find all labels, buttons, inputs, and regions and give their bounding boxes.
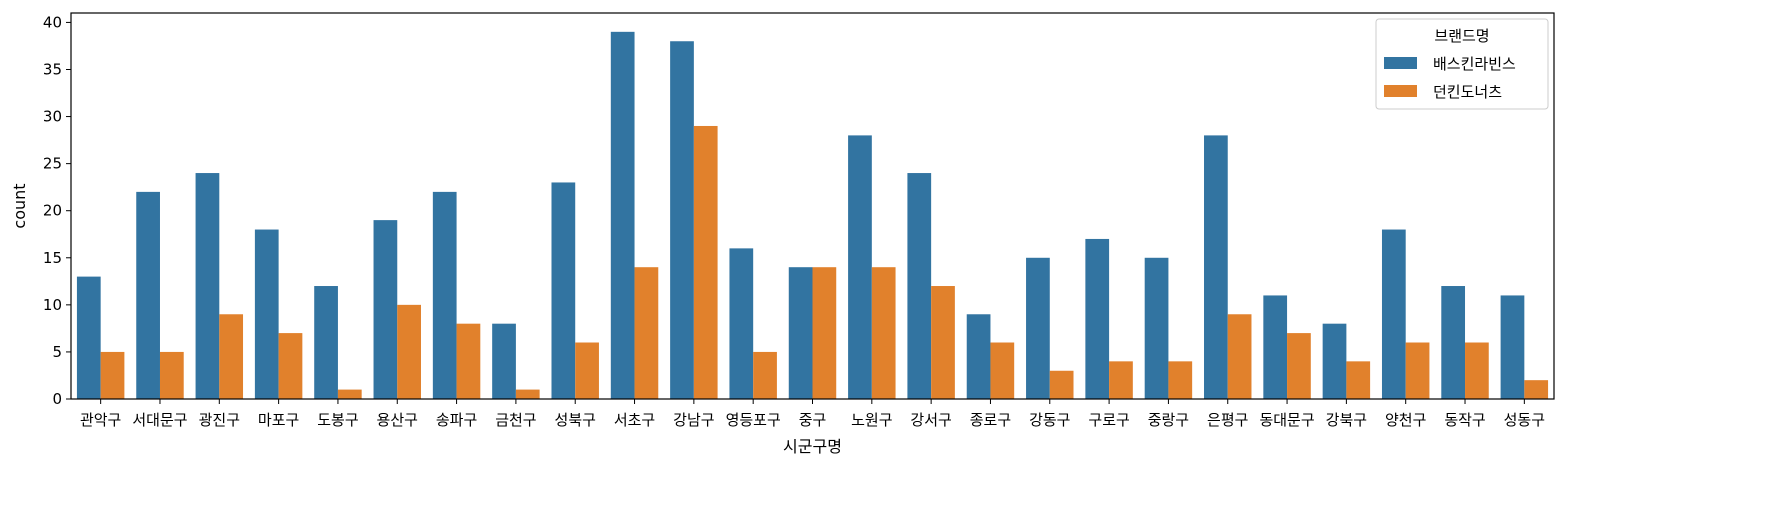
bar-series-2 bbox=[871, 267, 896, 399]
bar-series-2 bbox=[219, 314, 244, 399]
bar-series-2 bbox=[1346, 361, 1371, 399]
x-tick-label: 종로구 bbox=[970, 411, 1011, 429]
x-tick-label: 노원구 bbox=[851, 411, 892, 429]
x-tick-label: 중랑구 bbox=[1148, 411, 1189, 429]
x-axis: 관악구 서대문구 광진구 마포구 도봉구 용산구 송파구 금천구 성북구 서초구 강남구 영등포구 중구… bbox=[80, 399, 1545, 429]
x-tick-label: 서대문구 bbox=[132, 411, 187, 429]
bar-series-2 bbox=[456, 323, 481, 399]
x-tick-label: 용산구 bbox=[377, 411, 418, 429]
bar-series-1 bbox=[966, 314, 991, 399]
bar-series-2 bbox=[397, 304, 421, 399]
legend-swatch bbox=[1384, 57, 1417, 69]
plot-frame bbox=[70, 12, 1555, 400]
x-tick-label: 동작구 bbox=[1444, 411, 1485, 429]
bar-series-2 bbox=[515, 389, 540, 399]
y-tick-label: 20 bbox=[43, 202, 62, 220]
bar-series-2 bbox=[931, 286, 955, 399]
bar-series-1 bbox=[1381, 229, 1406, 399]
bar-series-2 bbox=[1109, 361, 1133, 399]
y-tick-label: 5 bbox=[52, 343, 62, 361]
x-tick-label: 중구 bbox=[799, 411, 827, 429]
bar-series-2 bbox=[990, 342, 1015, 399]
bar-series-2 bbox=[1049, 370, 1074, 399]
bar-series-1 bbox=[136, 191, 160, 399]
x-tick-label: 관악구 bbox=[80, 411, 121, 429]
legend-label: 던킨도너츠 bbox=[1433, 83, 1502, 101]
x-tick-label: 강북구 bbox=[1326, 411, 1367, 429]
y-tick-label: 10 bbox=[43, 296, 62, 314]
bar-series-2 bbox=[753, 351, 777, 399]
x-tick-label: 송파구 bbox=[436, 411, 477, 429]
x-tick-label: 성동구 bbox=[1504, 411, 1545, 429]
y-tick-label: 35 bbox=[43, 60, 62, 78]
bar-series-1 bbox=[788, 267, 813, 399]
y-tick-label: 15 bbox=[43, 249, 62, 267]
bar-series-1 bbox=[670, 41, 694, 400]
x-tick-label: 금천구 bbox=[495, 411, 536, 429]
bar-series-1 bbox=[1263, 295, 1288, 399]
bar-series-2 bbox=[693, 125, 718, 399]
bar-series-1 bbox=[432, 191, 457, 399]
x-tick-label: 구로구 bbox=[1088, 411, 1129, 429]
legend-swatch bbox=[1384, 85, 1417, 97]
x-tick-label: 강동구 bbox=[1029, 411, 1070, 429]
bar-series-2 bbox=[100, 351, 125, 399]
y-tick-label: 30 bbox=[43, 108, 62, 126]
x-tick-label: 영등포구 bbox=[726, 411, 781, 429]
x-tick-label: 도봉구 bbox=[317, 411, 358, 429]
bar-series-2 bbox=[575, 342, 599, 399]
bar-series-1 bbox=[195, 173, 220, 399]
y-tick-label: 0 bbox=[52, 390, 62, 408]
bar-series-1 bbox=[492, 323, 516, 399]
bar-series-2 bbox=[278, 333, 303, 399]
x-tick-label: 강남구 bbox=[673, 411, 714, 429]
bar-series-1 bbox=[1026, 257, 1050, 399]
x-tick-label: 강서구 bbox=[910, 411, 951, 429]
bar-series-1 bbox=[848, 135, 872, 399]
x-axis-title: 시군구명 bbox=[783, 437, 842, 456]
x-tick-label: 양천구 bbox=[1385, 411, 1426, 429]
bar-series-2 bbox=[634, 267, 659, 399]
bar-series-1 bbox=[373, 220, 398, 399]
legend-title: 브랜드명 bbox=[1434, 27, 1489, 45]
bar-series-2 bbox=[159, 351, 184, 399]
bar-series-1 bbox=[76, 276, 101, 399]
bar-series-1 bbox=[314, 286, 338, 399]
legend-box bbox=[1375, 18, 1549, 110]
bar-series-2 bbox=[1227, 314, 1252, 399]
bar-series-2 bbox=[337, 389, 362, 399]
bar-series-1 bbox=[1144, 257, 1169, 399]
bar-series-1 bbox=[1500, 295, 1525, 399]
bar-series-1 bbox=[1085, 238, 1110, 399]
bar-series-1 bbox=[610, 31, 635, 400]
y-axis-title: count bbox=[10, 183, 29, 228]
x-tick-label: 성북구 bbox=[555, 411, 596, 429]
bar-series-2 bbox=[1168, 361, 1193, 399]
legend-label: 배스킨라빈스 bbox=[1433, 55, 1516, 73]
x-tick-label: 광진구 bbox=[199, 411, 240, 429]
bar-series-1 bbox=[254, 229, 279, 399]
x-tick-label: 은평구 bbox=[1207, 411, 1248, 429]
x-tick-label: 서초구 bbox=[614, 411, 655, 429]
y-axis: 0 5 10 15 20 25 30 35 40 bbox=[43, 13, 71, 408]
y-tick-label: 40 bbox=[43, 13, 62, 31]
bar-series-2 bbox=[1465, 342, 1489, 399]
bar-series-2 bbox=[1405, 342, 1430, 399]
bar-series-1 bbox=[1441, 286, 1466, 399]
bar-series-1 bbox=[729, 248, 754, 399]
bars-layer bbox=[76, 31, 1549, 400]
bar-series-2 bbox=[1287, 333, 1311, 399]
x-tick-label: 마포구 bbox=[258, 411, 299, 429]
bar-series-2 bbox=[812, 267, 837, 399]
bar-series-1 bbox=[1204, 135, 1228, 399]
bar-series-1 bbox=[1322, 323, 1347, 399]
bar-series-2 bbox=[1524, 380, 1549, 399]
x-tick-label: 동대문구 bbox=[1259, 411, 1314, 429]
y-tick-label: 25 bbox=[43, 155, 62, 173]
bar-series-1 bbox=[907, 173, 932, 399]
bar-series-1 bbox=[551, 182, 576, 399]
